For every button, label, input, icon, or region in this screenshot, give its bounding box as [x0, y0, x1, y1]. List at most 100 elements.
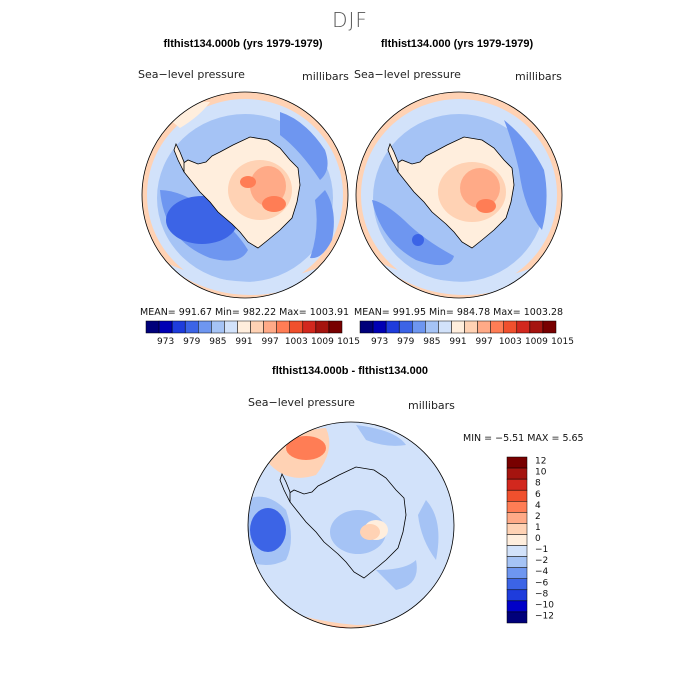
cbar-diff-swatch-14 — [506, 611, 528, 624]
left-panel-variable-label: Sea−level pressure — [138, 68, 245, 81]
cbar-left-swatch-5 — [211, 320, 225, 334]
map-right-contour-3 — [372, 200, 454, 266]
cbar-diff-swatch-0 — [506, 456, 528, 469]
map-right-map-border — [355, 91, 563, 299]
map-left-contour-7 — [170, 101, 210, 128]
cbar-left-tick-label: 1003 — [285, 337, 308, 347]
cbar-diff-swatch-9 — [506, 556, 528, 568]
cbar-right-tick-label: 997 — [476, 337, 493, 347]
map-left-map-border — [141, 91, 349, 299]
cbar-diff-tick-label: 1 — [535, 523, 541, 533]
cbar-diff-tick-label: −10 — [535, 600, 554, 610]
map-right-contour-4 — [504, 120, 547, 230]
cbar-left-swatch-4 — [198, 320, 212, 334]
left-panel-units-label: millibars — [302, 70, 349, 83]
cbar-diff-tick-label: −2 — [535, 556, 548, 566]
cbar-left-tick-label: 991 — [235, 337, 252, 347]
right-panel-stats: MEAN= 991.95 Min= 984.78 Max= 1003.28 — [354, 307, 564, 318]
cbar-right-swatch-11 — [503, 320, 518, 334]
cbar-left-swatch-12 — [302, 320, 317, 334]
map-left-contour-6 — [310, 190, 334, 259]
map-left-contour-5 — [280, 112, 328, 180]
cbar-right-swatch-12 — [516, 320, 531, 334]
cbar-left-swatch-13 — [315, 320, 330, 334]
cbar-diff-tick-label: 6 — [535, 490, 541, 500]
map-left-contour-8 — [160, 260, 325, 295]
cbar-right-swatch-5 — [425, 320, 439, 334]
right-panel-variable-label: Sea−level pressure — [354, 68, 461, 81]
cbar-diff-tick-label: 0 — [535, 534, 541, 544]
map-right-land-contour-2 — [476, 199, 496, 213]
map-left-peninsula-coast — [173, 142, 185, 173]
cbar-diff-swatch-13 — [506, 600, 528, 613]
cbar-right-swatch-1 — [372, 320, 387, 334]
cbar-diff-swatch-3 — [506, 489, 528, 502]
cbar-right-swatch-4 — [412, 320, 426, 334]
cbar-left-swatch-0 — [145, 320, 160, 334]
cbar-right-tick-label: 1009 — [525, 337, 548, 347]
cbar-diff-tick-label: 10 — [535, 468, 547, 478]
right-panel-units-label: millibars — [515, 70, 562, 83]
difference-panel-units-label: millibars — [408, 399, 455, 412]
cbar-right-swatch-3 — [398, 320, 413, 334]
cbar-left-swatch-9 — [263, 320, 277, 334]
map-diff-contour-9 — [376, 560, 417, 590]
cbar-right-swatch-2 — [385, 320, 400, 334]
cbar-right-swatch-10 — [490, 320, 504, 334]
cbar-diff-tick-label: 4 — [535, 501, 541, 511]
map-left-land-contour-3 — [240, 176, 256, 188]
map-right-contour-5 — [412, 234, 424, 246]
figure-title: DJF — [332, 8, 368, 32]
map-diff-contour-6 — [418, 500, 439, 560]
map-diff-land-contour-2 — [360, 524, 380, 540]
right-panel-map — [355, 91, 563, 299]
cbar-diff-tick-label: −6 — [535, 578, 549, 588]
cbar-right-swatch-8 — [464, 320, 478, 334]
cbar-right-tick-label: 973 — [371, 337, 388, 347]
cbar-diff-swatch-1 — [506, 467, 528, 480]
cbar-left-tick-label: 985 — [209, 337, 226, 347]
cbar-right-tick-label: 1015 — [551, 337, 574, 347]
cbar-right-tick-label: 985 — [423, 337, 440, 347]
map-diff-peninsula-coast — [279, 472, 291, 503]
cbar-diff-swatch-7 — [506, 534, 528, 546]
cbar-left-swatch-3 — [184, 320, 199, 334]
right-panel-colorbar: 973 979 985 991 997 1003 1009 1015 — [359, 320, 574, 347]
cbar-right-swatch-0 — [359, 320, 374, 334]
cbar-diff-tick-label: 8 — [535, 479, 541, 489]
right-panel-subtitle: flthist134.000 (yrs 1979-1979) — [380, 38, 534, 50]
cbar-diff-swatch-11 — [506, 578, 528, 591]
cbar-diff-swatch-6 — [506, 523, 528, 535]
left-panel-stats: MEAN= 991.67 Min= 982.22 Max= 1003.91 — [140, 307, 350, 318]
map-diff-contour-5 — [356, 425, 406, 446]
cbar-left-tick-label: 973 — [157, 337, 174, 347]
cbar-left-swatch-1 — [158, 320, 173, 334]
cbar-diff-swatch-12 — [506, 589, 528, 602]
map-right-contour-6 — [374, 260, 539, 295]
difference-panel-map — [247, 421, 455, 629]
cbar-right-tick-label: 1003 — [499, 337, 522, 347]
cbar-left-swatch-11 — [289, 320, 304, 334]
cbar-right-swatch-14 — [542, 320, 557, 334]
difference-panel-variable-label: Sea−level pressure — [248, 396, 355, 409]
cbar-left-tick-label: 1015 — [337, 337, 360, 347]
cbar-left-swatch-2 — [171, 320, 186, 334]
map-left-land-contour-1 — [250, 166, 286, 206]
cbar-left-swatch-10 — [276, 320, 290, 334]
cbar-right-tick-label: 979 — [397, 337, 414, 347]
cbar-right-swatch-6 — [438, 320, 452, 334]
cbar-left-tick-label: 997 — [262, 337, 279, 347]
cbar-diff-tick-label: −12 — [535, 612, 554, 622]
cbar-diff-tick-label: 12 — [535, 457, 546, 467]
cbar-left-tick-label: 979 — [183, 337, 200, 347]
cbar-diff-swatch-2 — [506, 478, 528, 491]
cbar-diff-swatch-5 — [506, 512, 528, 524]
cbar-diff-swatch-10 — [506, 567, 528, 579]
cbar-left-swatch-8 — [250, 320, 264, 334]
map-right-peninsula-coast — [387, 142, 399, 173]
cbar-right-tick-label: 991 — [449, 337, 466, 347]
map-left-land-contour-2 — [262, 196, 286, 212]
cbar-diff-tick-label: 2 — [535, 512, 541, 522]
cbar-diff-tick-label: −4 — [535, 567, 549, 577]
